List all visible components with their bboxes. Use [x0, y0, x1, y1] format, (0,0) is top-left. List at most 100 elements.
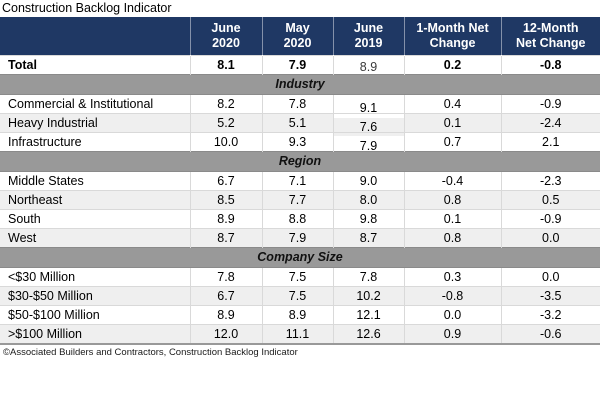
cell-1m-change: 0.4 [403, 93, 501, 113]
row-label: <$30 Million [0, 266, 190, 286]
cell-june-2020: 10.0 [189, 131, 262, 151]
cell-1m-change: 0.0 [403, 304, 501, 324]
cell-1m-change: 0.2 [403, 54, 501, 74]
cell-june-2019: 7.8 [332, 266, 404, 286]
cell-june-2020: 6.7 [189, 285, 262, 305]
row-label: West [0, 227, 190, 247]
cell-may-2020: 7.8 [261, 93, 333, 113]
source-note: ©Associated Builders and Contractors, Co… [3, 346, 298, 358]
backlog-table: June 2020 May 2020 June 2019 1-Month Net… [0, 17, 600, 345]
cell-june-2020: 8.7 [189, 227, 262, 247]
cell-12m-change: 0.5 [500, 189, 600, 209]
row-label: $30-$50 Million [0, 285, 190, 305]
cell-june-2019: 12.6 [332, 323, 404, 344]
row-label: $50-$100 Million [0, 304, 190, 324]
cell-may-2020: 7.1 [261, 170, 333, 190]
section-header-industry: Industry [0, 73, 600, 95]
cell-june-2020: 8.5 [189, 189, 262, 209]
cell-1m-change: 0.1 [403, 112, 501, 132]
cell-12m-change: -0.9 [500, 93, 600, 113]
cell-1m-change: 0.8 [403, 189, 501, 209]
section-region: Region Middle States 6.7 7.1 9.0 -0.4 -2… [0, 150, 600, 247]
row-label: Infrastructure [0, 131, 190, 151]
row-label: Heavy Industrial [0, 112, 190, 132]
header-cell-12-month-net-change: 12-Month Net Change [500, 17, 600, 55]
header-cell-june-2019: June 2019 [332, 17, 404, 55]
row-south: South 8.9 8.8 9.8 0.1 -0.9 [0, 208, 600, 228]
row-label: Middle States [0, 170, 190, 190]
cell-may-2020: 7.9 [261, 227, 333, 247]
cell-june-2020: 12.0 [189, 323, 262, 344]
cell-june-2020: 8.1 [189, 54, 262, 74]
header-cell-june-2020: June 2020 [189, 17, 262, 55]
cell-12m-change: 0.0 [500, 266, 600, 286]
cell-1m-change: 0.7 [403, 131, 501, 151]
cell-12m-change: -3.5 [500, 285, 600, 305]
cell-1m-change: 0.3 [403, 266, 501, 286]
cell-12m-change: -2.3 [500, 170, 600, 190]
section-company-size: Company Size <$30 Million 7.8 7.5 7.8 0.… [0, 246, 600, 344]
cell-may-2020: 5.1 [261, 112, 333, 132]
section-title: Industry [0, 73, 600, 95]
cell-1m-change: 0.9 [403, 323, 501, 344]
cell-may-2020: 7.7 [261, 189, 333, 209]
row-label: Commercial & Institutional [0, 93, 190, 113]
header-cell-1-month-net-change: 1-Month Net Change [403, 17, 501, 55]
cell-june-2019: 8.0 [332, 189, 404, 209]
row-middle-states: Middle States 6.7 7.1 9.0 -0.4 -2.3 [0, 170, 600, 190]
cell-may-2020: 8.8 [261, 208, 333, 228]
cell-12m-change: -0.6 [500, 323, 600, 344]
cell-june-2019: 10.2 [332, 285, 404, 305]
cell-1m-change: -0.8 [403, 285, 501, 305]
row-label: South [0, 208, 190, 228]
header-row: June 2020 May 2020 June 2019 1-Month Net… [0, 17, 600, 55]
row-50-100-million: $50-$100 Million 8.9 8.9 12.1 0.0 -3.2 [0, 304, 600, 324]
cell-12m-change: 0.0 [500, 227, 600, 247]
cell-12m-change: -2.4 [500, 112, 600, 132]
row-west: West 8.7 7.9 8.7 0.8 0.0 [0, 227, 600, 247]
section-header-region: Region [0, 150, 600, 172]
row-label: >$100 Million [0, 323, 190, 344]
cell-june-2019: 7.6 [332, 116, 404, 136]
cell-june-2020: 8.2 [189, 93, 262, 113]
cell-may-2020: 9.3 [261, 131, 333, 151]
page-title: Construction Backlog Indicator [2, 1, 172, 15]
cell-june-2019: 7.9 [332, 135, 404, 155]
cell-june-2020: 6.7 [189, 170, 262, 190]
row-total: Total 8.1 7.9 8.9 0.2 -0.8 [0, 54, 600, 76]
row-30-50-million: $30-$50 Million 6.7 7.5 10.2 -0.8 -3.5 [0, 285, 600, 305]
cell-june-2020: 7.8 [189, 266, 262, 286]
cell-1m-change: 0.1 [403, 208, 501, 228]
cell-12m-change: -3.2 [500, 304, 600, 324]
row-label: Northeast [0, 189, 190, 209]
cell-june-2019: 9.8 [332, 208, 404, 228]
cell-may-2020: 7.5 [261, 285, 333, 305]
row-commercial-institutional: Commercial & Institutional 8.2 7.8 9.1 0… [0, 93, 600, 117]
header-cell-blank [0, 17, 190, 55]
row-heavy-industrial: Heavy Industrial 5.2 5.1 7.6 0.1 -2.4 [0, 112, 600, 136]
section-title: Company Size [0, 246, 600, 268]
section-header-company-size: Company Size [0, 246, 600, 268]
row-infrastructure: Infrastructure 10.0 9.3 7.9 0.7 2.1 [0, 131, 600, 155]
cell-may-2020: 7.9 [261, 54, 333, 74]
row-under-30-million: <$30 Million 7.8 7.5 7.8 0.3 0.0 [0, 266, 600, 286]
header-cell-may-2020: May 2020 [261, 17, 333, 55]
cell-12m-change: -0.9 [500, 208, 600, 228]
cell-june-2020: 5.2 [189, 112, 262, 132]
section-title: Region [0, 150, 600, 172]
cell-12m-change: 2.1 [500, 131, 600, 151]
cell-1m-change: 0.8 [403, 227, 501, 247]
cell-1m-change: -0.4 [403, 170, 501, 190]
cell-june-2019: 9.1 [332, 97, 404, 117]
row-label: Total [0, 54, 190, 74]
cell-june-2019: 8.7 [332, 227, 404, 247]
cell-12m-change: -0.8 [500, 54, 600, 74]
cell-may-2020: 11.1 [261, 323, 333, 344]
cell-june-2020: 8.9 [189, 304, 262, 324]
cell-june-2019: 8.9 [332, 56, 404, 76]
cell-may-2020: 7.5 [261, 266, 333, 286]
cell-june-2020: 8.9 [189, 208, 262, 228]
cell-june-2019: 12.1 [332, 304, 404, 324]
section-industry: Industry Commercial & Institutional 8.2 … [0, 73, 600, 155]
